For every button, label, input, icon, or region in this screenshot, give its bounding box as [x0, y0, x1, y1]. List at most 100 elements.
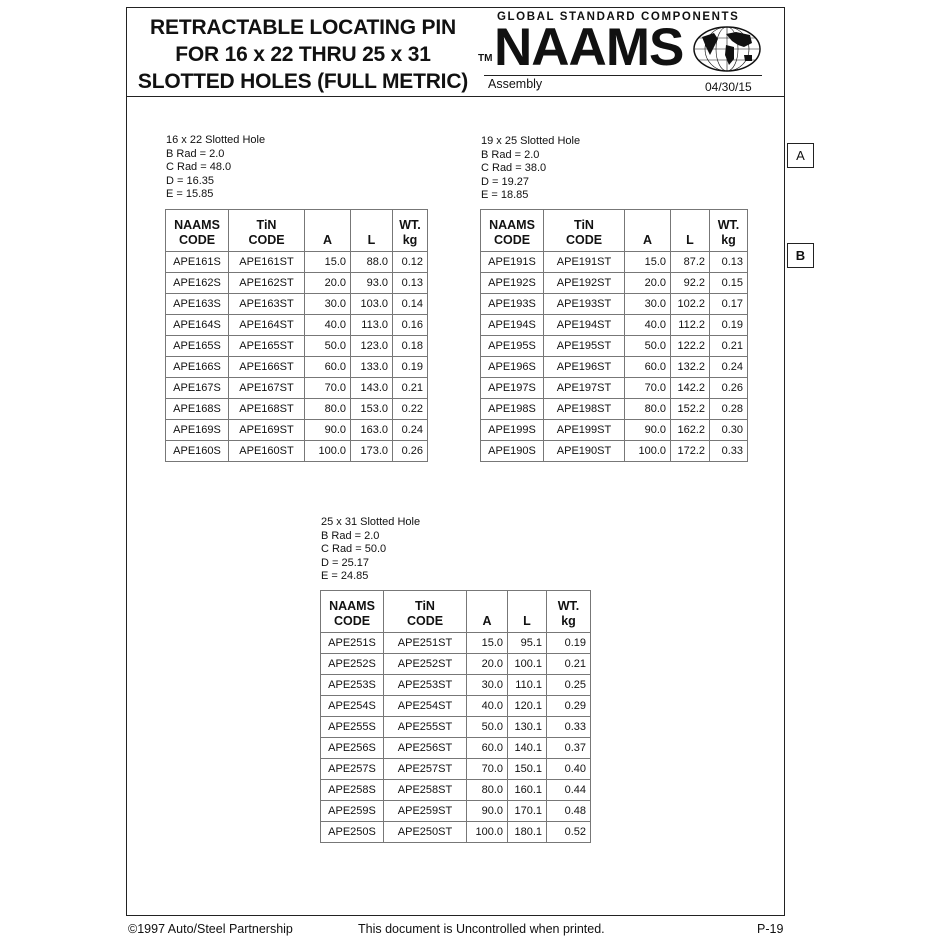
table-cell: 0.18 [392, 335, 428, 357]
table-cell: APE168ST [228, 398, 305, 420]
header-line: TiN [574, 218, 594, 232]
table-cell: 0.25 [546, 674, 591, 696]
table-cell: APE254ST [383, 695, 467, 717]
table-cell: 90.0 [304, 419, 351, 441]
table-cell: 40.0 [624, 314, 671, 336]
table-cell: APE250S [320, 821, 384, 843]
table-cell: 50.0 [624, 335, 671, 357]
table-row: APE161S APE161ST 15.0 88.0 0.12 [165, 251, 428, 273]
table-cell: 0.14 [392, 293, 428, 315]
table-row: APE259S APE259ST 90.0 170.1 0.48 [320, 800, 591, 822]
column-header: TiN CODE [228, 209, 305, 252]
table-cell: APE250ST [383, 821, 467, 843]
table-cell: 0.28 [709, 398, 748, 420]
table-cell: 30.0 [304, 293, 351, 315]
table-cell: APE169S [165, 419, 229, 441]
table-cell: APE251S [320, 632, 384, 654]
naams-logo: NAAMS [494, 18, 684, 77]
table-cell: APE192ST [543, 272, 625, 294]
column-header: L [507, 590, 547, 633]
table-cell: 50.0 [466, 716, 508, 738]
table-cell: 0.15 [709, 272, 748, 294]
table-cell: 0.37 [546, 737, 591, 759]
table-cell: 0.26 [392, 440, 428, 462]
header-row: NAAMS CODE TiN CODE A L WT. kg [165, 209, 428, 252]
table-cell: APE190S [480, 440, 544, 462]
table-cell: 40.0 [304, 314, 351, 336]
table-cell: 15.0 [304, 251, 351, 273]
column-header: A [466, 590, 508, 633]
table-cell: 88.0 [350, 251, 393, 273]
table-row: APE196S APE196ST 60.0 132.2 0.24 [480, 356, 748, 378]
spec-line: E = 15.85 [166, 188, 214, 200]
table-cell: 0.29 [546, 695, 591, 717]
header-line: TiN [256, 218, 277, 232]
side-tab-a[interactable]: A [787, 143, 814, 168]
table-cell: APE162S [165, 272, 229, 294]
side-tab-b[interactable]: B [787, 243, 814, 268]
table-row: APE160S APE160ST 100.0 173.0 0.26 [165, 440, 428, 462]
table-cell: 0.44 [546, 779, 591, 801]
column-header: TiN CODE [543, 209, 625, 252]
table-cell: APE168S [165, 398, 229, 420]
logo-divider [484, 75, 762, 76]
table-cell: 132.2 [670, 356, 710, 378]
table-cell: APE196S [480, 356, 544, 378]
footer-notice: This document is Uncontrolled when print… [358, 922, 605, 936]
table-cell: 50.0 [304, 335, 351, 357]
table-row: APE253S APE253ST 30.0 110.1 0.25 [320, 674, 591, 696]
table-cell: APE163ST [228, 293, 305, 315]
table-cell: 130.1 [507, 716, 547, 738]
table-row: APE167S APE167ST 70.0 143.0 0.21 [165, 377, 428, 399]
page-border [126, 7, 785, 916]
footer-copyright: ©1997 Auto/Steel Partnership [128, 922, 293, 936]
spec-line: D = 25.17 [321, 556, 370, 569]
table-cell: 0.33 [709, 440, 748, 462]
spec-line: B Rad = 2.0 [321, 529, 380, 542]
spec-line: D = 19.27 [481, 175, 530, 188]
globe-icon [693, 26, 761, 72]
table-cell: 170.1 [507, 800, 547, 822]
table-cell: APE197S [480, 377, 544, 399]
spec-line: 19 x 25 Slotted Hole [481, 135, 581, 147]
table-cell: APE257ST [383, 758, 467, 780]
table-cell: 153.0 [350, 398, 393, 420]
table-cell: 20.0 [304, 272, 351, 294]
column-header: A [624, 209, 671, 252]
column-header: WT. kg [709, 209, 748, 252]
table-cell: APE169ST [228, 419, 305, 441]
table-cell: APE199S [480, 419, 544, 441]
table-row: APE256S APE256ST 60.0 140.1 0.37 [320, 737, 591, 759]
table-cell: 180.1 [507, 821, 547, 843]
spec-line: C Rad = 48.0 [166, 161, 232, 173]
table-row: APE164S APE164ST 40.0 113.0 0.16 [165, 314, 428, 336]
table-cell: APE257S [320, 758, 384, 780]
table-cell: 0.21 [546, 653, 591, 675]
spec-line: 25 x 31 Slotted Hole [321, 516, 421, 528]
table-cell: APE256ST [383, 737, 467, 759]
table-cell: 95.1 [507, 632, 547, 654]
table-cell: APE259S [320, 800, 384, 822]
header-line: kg [721, 233, 736, 247]
header-line: A [322, 233, 333, 247]
table-cell: 90.0 [624, 419, 671, 441]
hole-spec-block: 25 x 31 Slotted Hole B Rad = 2.0 C Rad = 5… [321, 516, 420, 584]
header-line: kg [561, 614, 576, 628]
table-cell: 123.0 [350, 335, 393, 357]
table-cell: 80.0 [624, 398, 671, 420]
table-cell: 80.0 [466, 779, 508, 801]
header-line: WT. [717, 218, 740, 232]
table-cell: APE165S [165, 335, 229, 357]
table-cell: 142.2 [670, 377, 710, 399]
table-cell: APE165ST [228, 335, 305, 357]
spec-line: B Rad = 2.0 [481, 148, 540, 161]
table-cell: 93.0 [350, 272, 393, 294]
table-cell: 60.0 [466, 737, 508, 759]
table-cell: APE252ST [383, 653, 467, 675]
table-row: APE251S APE251ST 15.0 95.1 0.19 [320, 632, 591, 654]
table-row: APE257S APE257ST 70.0 150.1 0.40 [320, 758, 591, 780]
column-header: L [670, 209, 710, 252]
header-line: L [523, 614, 531, 628]
document-title: RETRACTABLE LOCATING PIN FOR 16 x 22 THR… [128, 14, 478, 95]
table-cell: APE163S [165, 293, 229, 315]
